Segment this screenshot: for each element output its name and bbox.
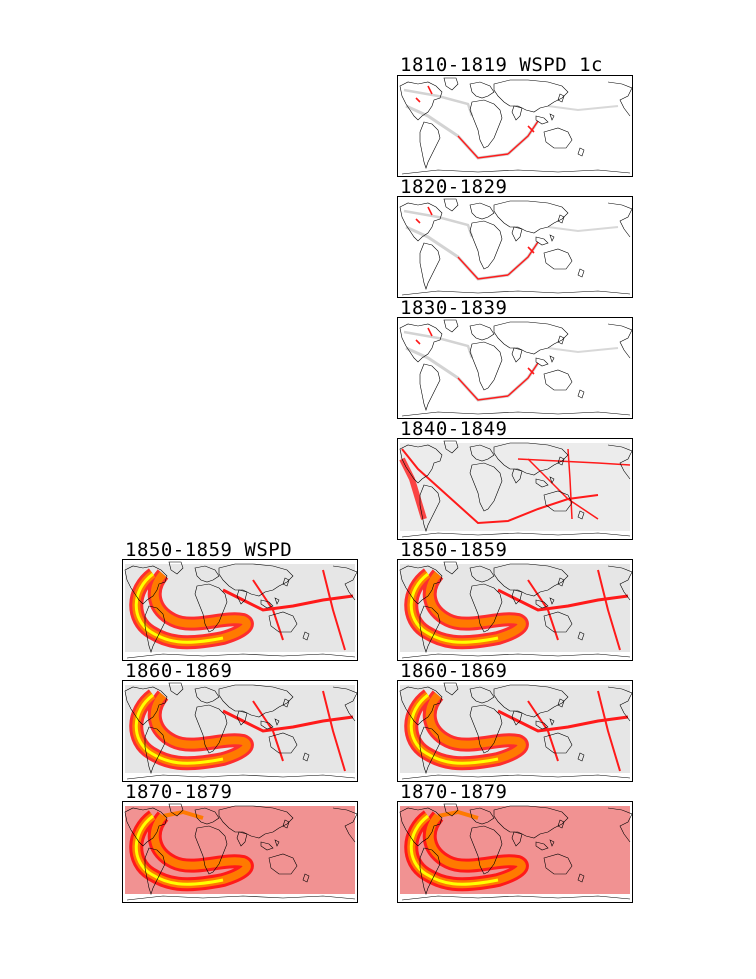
- world-map: [123, 681, 357, 782]
- panel-title: 1830-1839: [400, 297, 508, 319]
- world-map: [398, 802, 632, 903]
- map-panel: [122, 801, 358, 903]
- map-panel: [397, 317, 633, 419]
- map-panel: [122, 559, 358, 661]
- map-panel: [122, 680, 358, 782]
- panel-title: 1820-1829: [400, 176, 508, 198]
- world-map: [123, 802, 357, 903]
- map-panel: [397, 680, 633, 782]
- panel-title: 1850-1859: [400, 539, 508, 561]
- panel-title: 1870-1879: [400, 781, 508, 803]
- panel-title: 1860-1869: [125, 660, 233, 682]
- world-map: [399, 198, 632, 296]
- panel-title: 1870-1879: [125, 781, 233, 803]
- world-map: [398, 681, 632, 782]
- panel-title: 1840-1849: [400, 418, 508, 440]
- map-panel: [397, 559, 633, 661]
- map-panel: [397, 196, 633, 298]
- world-map: [123, 560, 357, 661]
- world-map: [398, 560, 632, 661]
- world-map: [399, 319, 632, 417]
- map-panel: [397, 75, 633, 177]
- panel-title: 1860-1869: [400, 660, 508, 682]
- panel-title: 1810-1819 WSPD 1c: [400, 54, 603, 76]
- map-panel: [397, 801, 633, 903]
- map-panel: [397, 438, 633, 540]
- panel-title: 1850-1859 WSPD: [125, 539, 293, 561]
- world-map: [399, 77, 632, 175]
- world-map: [398, 439, 632, 538]
